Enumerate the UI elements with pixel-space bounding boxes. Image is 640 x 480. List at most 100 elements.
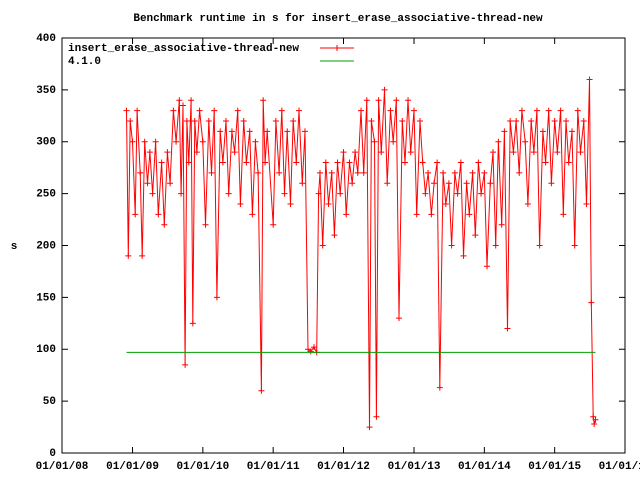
point-marker	[164, 149, 171, 156]
point-marker	[507, 118, 514, 124]
point-marker	[373, 413, 380, 420]
point-marker	[146, 149, 153, 156]
point-marker	[189, 320, 196, 327]
point-marker	[419, 159, 426, 166]
point-marker	[208, 169, 215, 176]
point-marker	[270, 221, 277, 228]
point-marker	[395, 315, 402, 322]
point-marker	[249, 211, 256, 218]
point-marker	[199, 138, 206, 145]
point-marker	[407, 149, 414, 156]
point-marker	[484, 263, 491, 270]
x-tick-label: 01/01/10	[176, 461, 229, 473]
point-marker	[591, 420, 598, 427]
point-marker	[349, 180, 356, 187]
point-marker	[182, 361, 189, 368]
point-marker	[378, 149, 385, 156]
point-marker	[234, 107, 241, 114]
point-marker	[123, 107, 130, 114]
point-marker	[492, 242, 499, 249]
x-tick-label: 01/01/12	[317, 461, 370, 473]
point-marker	[141, 138, 148, 145]
point-marker	[262, 159, 269, 166]
point-marker	[524, 201, 531, 207]
point-marker	[205, 118, 212, 124]
point-marker	[188, 97, 195, 104]
point-marker	[315, 190, 322, 197]
y-tick-label: 50	[43, 396, 56, 408]
point-marker	[498, 221, 505, 228]
point-marker	[431, 180, 438, 187]
point-marker	[322, 159, 329, 166]
point-marker	[225, 190, 232, 197]
point-marker	[211, 107, 218, 114]
point-marker	[436, 384, 443, 391]
point-marker	[463, 180, 470, 187]
point-marker	[243, 159, 250, 166]
point-marker	[260, 97, 267, 104]
point-marker	[448, 242, 455, 249]
point-marker	[360, 169, 367, 176]
point-marker	[363, 97, 370, 104]
point-marker	[134, 107, 141, 114]
y-tick-label: 200	[36, 240, 56, 252]
point-marker	[343, 211, 350, 218]
point-marker	[319, 242, 326, 249]
point-marker	[125, 252, 132, 259]
point-marker	[137, 169, 144, 176]
point-marker	[490, 149, 497, 156]
legend-marker	[334, 45, 340, 51]
point-marker	[334, 159, 341, 166]
point-marker	[258, 387, 265, 394]
point-marker	[440, 169, 447, 176]
point-marker	[590, 413, 597, 420]
point-marker	[301, 128, 308, 135]
point-marker	[577, 149, 584, 156]
point-marker	[127, 118, 134, 124]
point-marker	[316, 169, 323, 176]
point-marker	[516, 169, 523, 176]
point-marker	[551, 118, 558, 124]
point-marker	[193, 149, 200, 156]
point-marker	[371, 138, 378, 145]
point-marker	[481, 169, 488, 176]
point-marker	[180, 102, 187, 109]
point-marker	[469, 169, 476, 176]
point-marker	[401, 159, 408, 166]
x-tick-label: 01/01/08	[36, 461, 89, 473]
y-axis-label: s	[11, 241, 18, 253]
point-marker	[129, 138, 136, 145]
point-marker	[501, 128, 508, 135]
x-tick-label: 01/01/16	[599, 461, 640, 473]
point-marker	[217, 128, 224, 135]
point-marker	[252, 138, 259, 145]
point-marker	[588, 299, 595, 306]
point-marker	[530, 149, 537, 156]
point-marker	[390, 138, 397, 145]
point-marker	[487, 180, 494, 187]
point-marker	[337, 190, 344, 197]
y-tick-label: 300	[36, 137, 56, 149]
point-marker	[557, 107, 564, 114]
x-tick-label: 01/01/09	[106, 461, 159, 473]
point-marker	[442, 201, 449, 207]
point-marker	[425, 169, 432, 176]
x-tick-label: 01/01/15	[528, 461, 581, 473]
point-marker	[278, 107, 285, 114]
point-marker	[354, 169, 361, 176]
point-marker	[405, 97, 412, 104]
point-marker	[219, 159, 226, 166]
point-marker	[513, 118, 520, 124]
point-marker	[542, 159, 549, 166]
point-marker	[228, 128, 235, 135]
point-marker	[510, 149, 517, 156]
point-marker	[536, 242, 543, 249]
point-marker	[580, 118, 587, 124]
point-marker	[583, 201, 590, 207]
point-marker	[445, 180, 452, 187]
point-marker	[565, 159, 572, 166]
point-marker	[222, 118, 229, 124]
point-marker	[284, 128, 291, 135]
point-marker	[352, 149, 359, 156]
